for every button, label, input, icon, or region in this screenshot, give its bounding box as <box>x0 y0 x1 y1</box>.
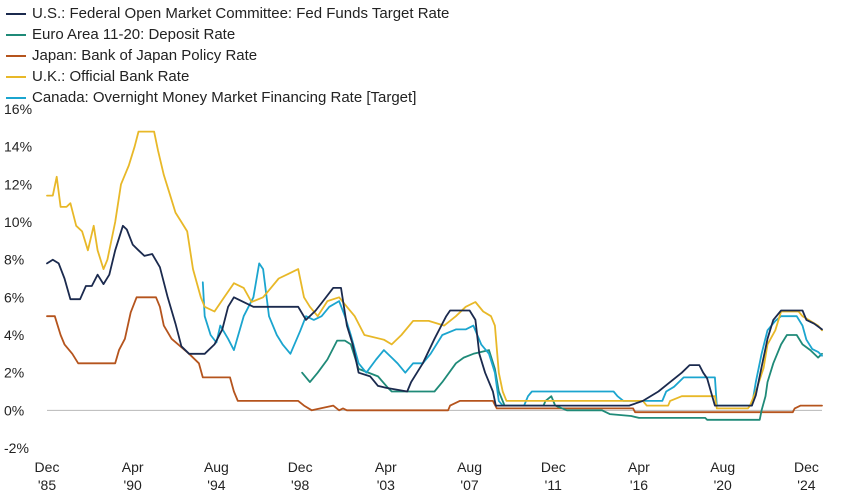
series-line-canada <box>201 262 823 407</box>
x-tick-month: Dec <box>541 459 566 475</box>
x-tick-label: Apr '03 <box>375 459 397 493</box>
x-tick-label: Dec '11 <box>541 459 566 493</box>
legend-swatch-uk <box>6 75 26 78</box>
x-tick-year: '90 <box>124 477 142 493</box>
legend-item-us: U.S.: Federal Open Market Committee: Fed… <box>6 3 449 24</box>
series-line-us <box>46 224 823 407</box>
y-tick-label: 16% <box>4 101 32 117</box>
legend-label-euro-area: Euro Area 11-20: Deposit Rate <box>32 26 236 43</box>
x-tick-year: '98 <box>291 477 309 493</box>
y-tick-label: 10% <box>4 214 32 230</box>
x-tick-label: Apr '16 <box>628 459 650 493</box>
x-axis-tick-labels: Dec '85 Apr '90 Aug '94 Dec '98 Apr '03 Aug '07 Dec '… <box>35 459 819 493</box>
x-tick-month: Apr <box>122 459 144 475</box>
x-tick-year: '03 <box>377 477 395 493</box>
y-tick-label: 12% <box>4 176 32 192</box>
x-tick-label: Aug '07 <box>457 459 482 493</box>
series-lines <box>46 130 823 421</box>
y-tick-label: 8% <box>4 252 24 268</box>
x-tick-year: '20 <box>714 477 732 493</box>
x-tick-year: '24 <box>797 477 815 493</box>
x-tick-year: '94 <box>207 477 225 493</box>
x-tick-label: Apr '90 <box>122 459 144 493</box>
legend-label-uk: U.K.: Official Bank Rate <box>32 68 190 85</box>
x-tick-month: Aug <box>457 459 482 475</box>
x-tick-month: Apr <box>628 459 650 475</box>
x-tick-label: Aug '20 <box>710 459 735 493</box>
legend-label-canada: Canada: Overnight Money Market Financing… <box>32 89 417 106</box>
x-tick-month: Dec <box>35 459 60 475</box>
y-tick-label: 0% <box>4 402 24 418</box>
legend-item-japan: Japan: Bank of Japan Policy Rate <box>6 45 449 66</box>
x-tick-month: Apr <box>375 459 397 475</box>
series-line-uk <box>46 130 823 410</box>
x-tick-month: Aug <box>710 459 735 475</box>
legend-item-uk: U.K.: Official Bank Rate <box>6 66 449 87</box>
legend-swatch-euro-area <box>6 33 26 36</box>
x-tick-year: '07 <box>460 477 478 493</box>
legend-item-euro-area: Euro Area 11-20: Deposit Rate <box>6 24 449 45</box>
x-tick-year: '16 <box>630 477 648 493</box>
legend-item-canada: Canada: Overnight Money Market Financing… <box>6 87 449 108</box>
legend-swatch-canada <box>6 96 26 99</box>
y-tick-label: -2% <box>4 440 29 456</box>
y-tick-label: 2% <box>4 365 24 381</box>
legend: U.S.: Federal Open Market Committee: Fed… <box>6 3 449 108</box>
x-tick-label: Dec '98 <box>288 459 313 493</box>
y-tick-label: 6% <box>4 289 24 305</box>
x-tick-label: Dec '24 <box>794 459 819 493</box>
y-axis-tick-labels: -2% 0% 2% 4% 6% 8% 10% 12% 14% 16% <box>4 101 32 456</box>
legend-swatch-japan <box>6 54 26 57</box>
y-tick-label: 4% <box>4 327 24 343</box>
x-tick-label: Aug '94 <box>204 459 229 493</box>
legend-swatch-us <box>6 12 26 15</box>
x-tick-year: '85 <box>38 477 56 493</box>
x-tick-month: Dec <box>288 459 313 475</box>
x-tick-label: Dec '85 <box>35 459 60 493</box>
series-line-japan <box>46 296 823 414</box>
x-tick-month: Aug <box>204 459 229 475</box>
x-tick-year: '11 <box>545 477 562 493</box>
legend-label-us: U.S.: Federal Open Market Committee: Fed… <box>32 5 450 22</box>
series-line-euro-area <box>301 334 823 421</box>
legend-label-japan: Japan: Bank of Japan Policy Rate <box>32 47 258 64</box>
y-tick-label: 14% <box>4 139 32 155</box>
x-tick-month: Dec <box>794 459 819 475</box>
